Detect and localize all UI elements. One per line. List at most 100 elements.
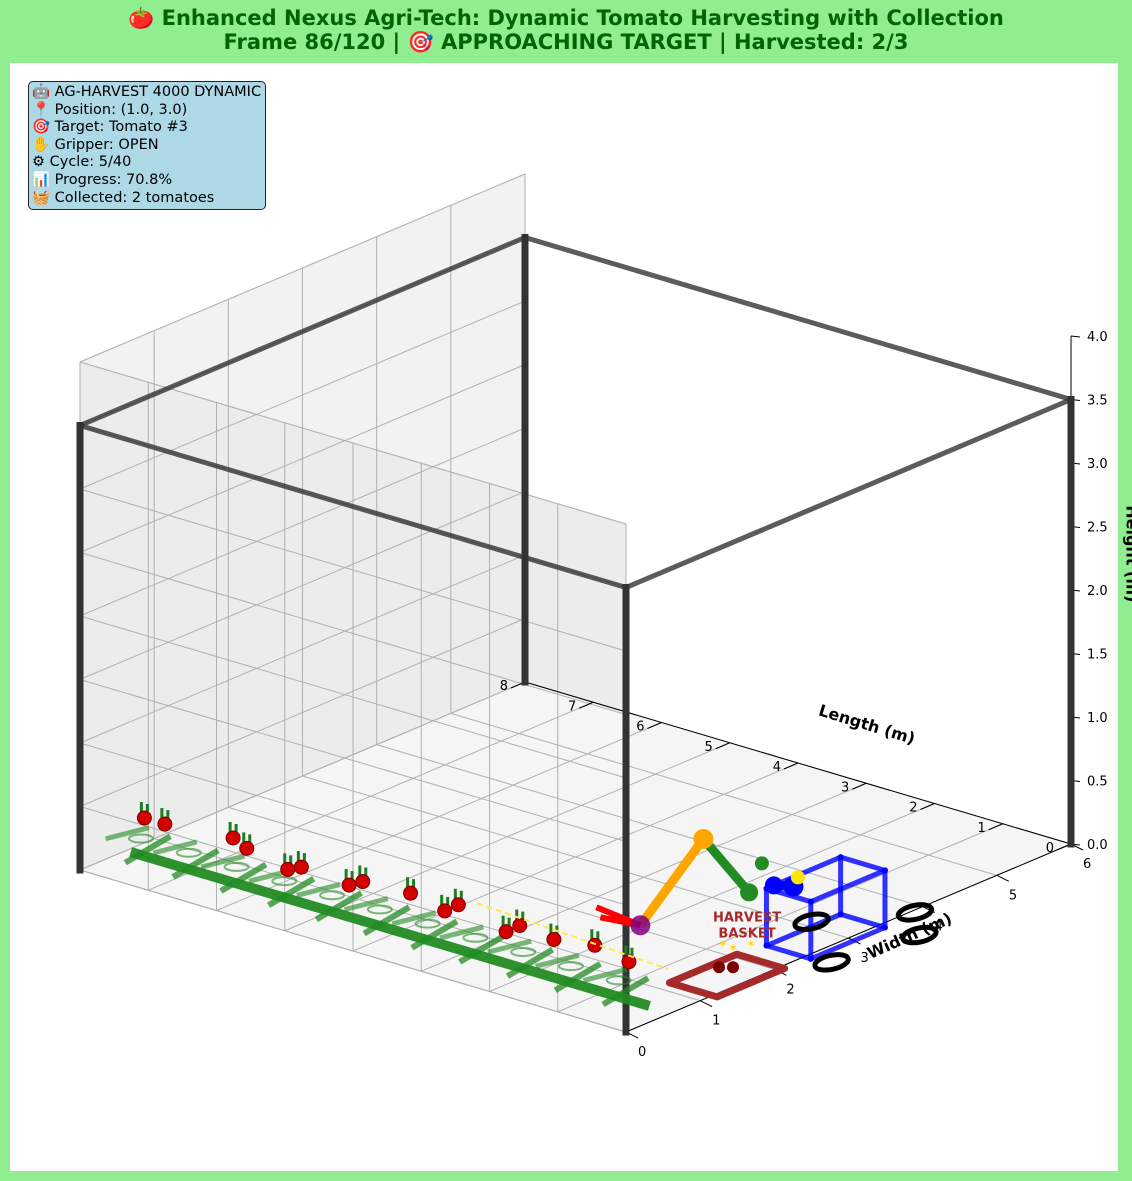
grid-line-floor-y bbox=[450, 712, 997, 876]
grid-line-z bbox=[79, 742, 627, 906]
y-tick-label: 2 bbox=[786, 982, 794, 997]
x-tick-mark bbox=[579, 701, 594, 709]
y-tick-label: 1 bbox=[712, 1014, 720, 1029]
z-axis-label: Height (m) bbox=[1123, 505, 1132, 602]
grid-line-z bbox=[79, 300, 526, 490]
x-tick-mark bbox=[783, 762, 799, 770]
z-tick-label: 0.0 bbox=[1087, 838, 1108, 853]
status-box: 🤖 AG-HARVEST 4000 DYNAMIC 📍 Position: (1… bbox=[28, 81, 267, 211]
robot-body-edge bbox=[839, 854, 886, 873]
title-line-2: Frame 86/120 | 🎯 APPROACHING TARGET | Ha… bbox=[223, 30, 909, 54]
frame-beam bbox=[79, 235, 526, 428]
x-tick-mark bbox=[920, 803, 935, 810]
figure-title: 🍅 Enhanced Nexus Agri-Tech: Dynamic Toma… bbox=[0, 6, 1132, 54]
status-line: ⚙ Cycle: 5/40 bbox=[32, 154, 132, 171]
robot-wheel bbox=[792, 911, 831, 932]
x-tick-label: 7 bbox=[568, 699, 576, 714]
frame-beam bbox=[79, 423, 627, 590]
leaf bbox=[582, 967, 628, 983]
y-tick-label: 4 bbox=[935, 920, 943, 935]
y-tick-mark bbox=[699, 1000, 713, 1008]
status-line: ✋ Gripper: OPEN bbox=[32, 136, 159, 153]
leaf bbox=[123, 833, 172, 866]
vine-loop bbox=[271, 876, 298, 887]
robot-body-corner bbox=[807, 898, 814, 905]
target-marker bbox=[630, 915, 651, 936]
leaf bbox=[458, 932, 507, 965]
tomato bbox=[341, 877, 357, 893]
z-tick-label: 2.0 bbox=[1087, 584, 1108, 599]
y-tick-label: 3 bbox=[861, 951, 869, 966]
x-tick-label: 3 bbox=[841, 780, 849, 795]
grid-line-floor-y bbox=[228, 806, 775, 970]
x-tick-label: 1 bbox=[977, 821, 985, 836]
vine-loop bbox=[175, 847, 202, 858]
robot-body-edge bbox=[765, 943, 812, 962]
frame-beam bbox=[524, 235, 1072, 402]
vine-loop bbox=[462, 932, 489, 943]
robot-body-edge bbox=[839, 911, 886, 930]
basket-label: BASKET bbox=[718, 926, 775, 941]
tomato bbox=[450, 897, 466, 913]
grid-line-z bbox=[79, 554, 526, 744]
x-tick-mark bbox=[647, 722, 662, 729]
vine-loop bbox=[127, 833, 154, 844]
robot-joint bbox=[764, 876, 783, 895]
vine-loop bbox=[605, 975, 632, 986]
robot-wheel bbox=[812, 952, 851, 973]
robot-wheel bbox=[900, 924, 939, 946]
tomato bbox=[239, 840, 255, 856]
x-tick-mark bbox=[715, 742, 730, 750]
leaf bbox=[219, 861, 268, 894]
z-tick-label: 3.5 bbox=[1087, 394, 1108, 409]
vine-loop bbox=[510, 946, 537, 957]
grid-line-z bbox=[79, 488, 627, 652]
x-tick-label: 5 bbox=[704, 740, 712, 755]
leaf bbox=[505, 947, 555, 979]
y-tick-mark bbox=[996, 874, 1010, 882]
robot-body-corner bbox=[807, 955, 814, 962]
tomato bbox=[225, 830, 241, 846]
tomato bbox=[157, 816, 173, 832]
z-tick-mark bbox=[1070, 335, 1081, 338]
robot-body-corner bbox=[837, 854, 844, 861]
robot-body-edge bbox=[809, 868, 886, 904]
leaf bbox=[487, 938, 532, 955]
robot-sensor bbox=[790, 870, 805, 885]
grid-line-z bbox=[79, 869, 627, 1033]
leaf bbox=[314, 890, 363, 923]
sparkle-icon: ✶ bbox=[746, 937, 755, 950]
z-tick-label: 0.5 bbox=[1087, 775, 1108, 790]
x-tick-mark bbox=[852, 782, 867, 790]
status-line: 🤖 AG-HARVEST 4000 DYNAMIC bbox=[32, 84, 262, 100]
vine-loop bbox=[319, 890, 346, 901]
tomato bbox=[587, 937, 603, 953]
vine-loop bbox=[414, 918, 441, 929]
tomato bbox=[293, 859, 309, 875]
x-tick-label: 2 bbox=[909, 801, 917, 816]
x-tick-label: 0 bbox=[1046, 841, 1054, 856]
grid-line-z bbox=[79, 618, 526, 807]
grid-line-z bbox=[79, 679, 627, 842]
tomato bbox=[355, 874, 371, 890]
status-line: 🧺 Collected: 2 tomatoes bbox=[32, 189, 215, 206]
x-tick-label: 4 bbox=[773, 760, 781, 775]
grid-line-floor-y bbox=[376, 744, 923, 908]
tomato bbox=[498, 924, 514, 940]
basket-label: HARVEST bbox=[713, 910, 781, 925]
leaf bbox=[171, 847, 220, 880]
y-tick-label: 6 bbox=[1083, 857, 1091, 872]
z-tick-label: 3.0 bbox=[1087, 457, 1108, 472]
leaf bbox=[105, 825, 150, 842]
sparkle-icon: ✶ bbox=[718, 937, 727, 950]
leaf bbox=[362, 904, 411, 937]
leaf bbox=[391, 910, 437, 927]
robot-arm-upper bbox=[636, 836, 708, 928]
approach-path bbox=[476, 902, 669, 970]
x-tick-mark bbox=[988, 823, 1003, 831]
collected-tomato bbox=[727, 961, 740, 974]
grid-line-z bbox=[79, 173, 526, 363]
leaf bbox=[535, 952, 580, 969]
